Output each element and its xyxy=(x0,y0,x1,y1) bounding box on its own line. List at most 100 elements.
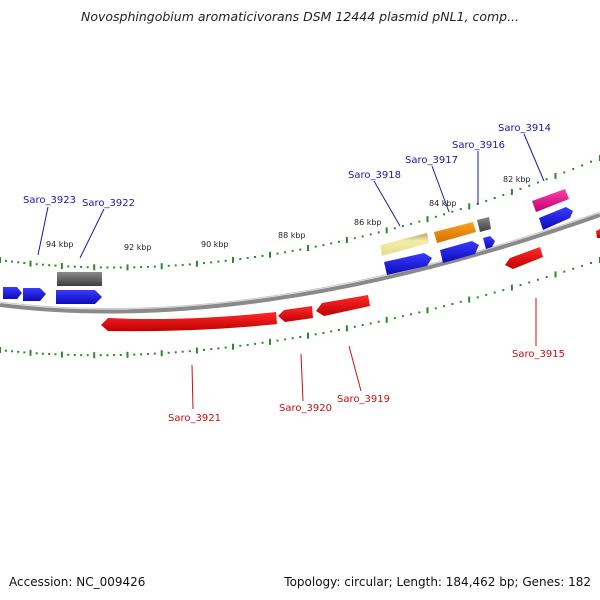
scale-minor-tick xyxy=(5,349,7,352)
scale-major-tick xyxy=(554,271,557,278)
topology-summary: Topology: circular; Length: 184,462 bp; … xyxy=(284,575,591,589)
scale-minor-tick xyxy=(493,197,496,199)
scale-minor-tick xyxy=(572,267,575,270)
scale-minor-tick xyxy=(48,264,51,267)
scale-minor-tick xyxy=(54,264,57,267)
gene-label-saro-3915[interactable]: Saro_3915 xyxy=(512,349,565,360)
gene-label-saro-3917[interactable]: Saro_3917 xyxy=(405,155,458,166)
gene-blue-arrow-left-1[interactable] xyxy=(3,287,22,299)
scale-minor-tick xyxy=(572,167,575,170)
scale-minor-tick xyxy=(590,160,592,163)
scale-minor-tick xyxy=(377,231,380,234)
scale-minor-tick xyxy=(338,240,340,243)
plasmid-backbone-shadow xyxy=(0,211,600,309)
gene-saro-3914[interactable] xyxy=(532,189,573,230)
scale-minor-tick xyxy=(410,313,413,316)
scale-minor-tick xyxy=(239,344,242,347)
scale-minor-tick xyxy=(536,181,539,184)
scale-minor-tick xyxy=(361,324,364,327)
scale-major-tick xyxy=(126,351,129,358)
scale-minor-tick xyxy=(519,284,522,286)
gene-saro-3922[interactable] xyxy=(56,272,102,304)
scale-minor-tick xyxy=(459,300,462,303)
scale-minor-tick xyxy=(563,270,566,273)
scale-major-tick xyxy=(307,332,309,339)
scale-minor-tick xyxy=(590,262,592,264)
scale-minor-tick xyxy=(246,257,249,259)
scale-major-tick xyxy=(232,256,234,263)
scale-minor-tick xyxy=(133,353,136,356)
scale-major-tick xyxy=(0,347,1,353)
gene-saro-3920[interactable] xyxy=(278,306,313,322)
scale-minor-tick xyxy=(167,351,170,354)
leader-saro-3923 xyxy=(37,206,49,256)
scale-minor-tick xyxy=(188,263,191,266)
scale-minor-tick xyxy=(119,266,122,269)
gene-saro-3918[interactable] xyxy=(380,233,432,275)
scale-minor-tick xyxy=(459,208,462,211)
gene-label-saro-3916[interactable]: Saro_3916 xyxy=(452,140,505,151)
scale-major-tick xyxy=(510,284,513,291)
scale-minor-tick xyxy=(299,248,302,251)
scale-minor-tick xyxy=(146,265,149,268)
scale-minor-tick xyxy=(353,325,356,328)
scale-major-tick xyxy=(345,237,348,243)
scale-minor-tick xyxy=(106,354,109,357)
scale-major-tick xyxy=(345,325,348,332)
gene-label-saro-3923[interactable]: Saro_3923 xyxy=(23,195,76,206)
scale-minor-tick xyxy=(5,259,7,262)
scale-minor-tick xyxy=(299,336,302,338)
scale-major-tick xyxy=(60,263,63,269)
scale-major-tick xyxy=(195,347,198,354)
scale-minor-tick xyxy=(210,261,213,264)
scale-minor-tick xyxy=(377,320,380,323)
scale-minor-tick xyxy=(73,354,76,356)
scale-minor-tick xyxy=(519,187,522,190)
scale-minor-tick xyxy=(181,350,184,353)
scale-minor-tick xyxy=(217,260,220,263)
gene-saro-3915[interactable] xyxy=(505,247,543,269)
gene-label-saro-3922[interactable]: Saro_3922 xyxy=(82,198,135,209)
scale-major-tick xyxy=(426,216,429,223)
gene-label-saro-3919[interactable]: Saro_3919 xyxy=(337,394,390,405)
scale-major-tick xyxy=(160,350,163,357)
gene-saro-3921[interactable] xyxy=(101,312,277,332)
scale-major-tick xyxy=(93,264,96,271)
scale-minor-tick xyxy=(23,262,26,264)
scale-minor-tick xyxy=(73,265,76,268)
scale-major-tick xyxy=(195,260,198,267)
leader-saro-3919 xyxy=(348,345,362,392)
scale-minor-tick xyxy=(167,264,170,267)
scale-label-88kbp: 88 kbp xyxy=(278,231,306,240)
scale-major-tick xyxy=(468,203,471,210)
gene-saro-3917[interactable] xyxy=(434,222,479,263)
gene-blue-arrow-right-edge[interactable] xyxy=(596,229,600,238)
outer-scale-ticks xyxy=(0,155,600,271)
scale-minor-tick xyxy=(41,352,44,355)
gene-label-saro-3921[interactable]: Saro_3921 xyxy=(168,413,221,424)
gene-saro-3919[interactable] xyxy=(316,295,370,316)
scale-minor-tick xyxy=(322,331,325,334)
gene-label-saro-3914[interactable]: Saro_3914 xyxy=(498,123,551,134)
scale-minor-tick xyxy=(276,252,279,255)
scale-minor-tick xyxy=(133,266,136,269)
scale-major-tick xyxy=(29,349,32,356)
scale-label-84kbp: 84 kbp xyxy=(429,199,457,208)
scale-minor-tick xyxy=(401,315,404,318)
scale-minor-tick xyxy=(119,354,122,356)
scale-minor-tick xyxy=(369,233,372,236)
scale-minor-tick xyxy=(86,354,89,357)
accession-text: Accession: NC_009426 xyxy=(9,575,146,589)
scale-minor-tick xyxy=(217,347,220,350)
scale-minor-tick xyxy=(246,343,249,346)
scale-minor-tick xyxy=(330,330,333,333)
gene-label-saro-3918[interactable]: Saro_3918 xyxy=(348,170,401,181)
gene-saro-3923[interactable] xyxy=(23,288,46,301)
leader-saro-3922 xyxy=(79,208,105,259)
scale-minor-tick xyxy=(418,311,421,314)
scale-minor-tick xyxy=(254,256,257,258)
scale-minor-tick xyxy=(443,213,446,216)
scale-label-82kbp: 82 kbp xyxy=(503,175,531,184)
gene-saro-3916[interactable] xyxy=(477,217,495,249)
gene-label-saro-3920[interactable]: Saro_3920 xyxy=(279,403,332,414)
